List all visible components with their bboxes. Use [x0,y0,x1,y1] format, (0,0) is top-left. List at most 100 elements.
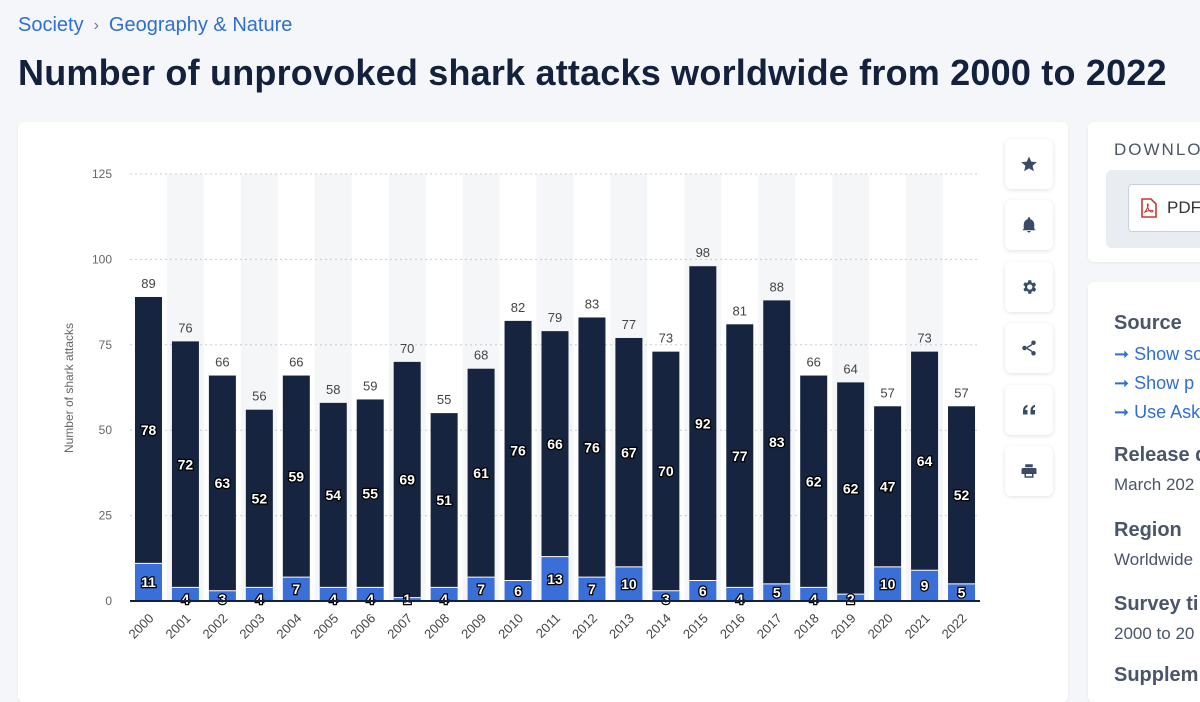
bar-label-dark: 52 [954,487,970,503]
bar-label-dark: 83 [769,434,785,450]
bar-label-blue: 4 [255,591,263,607]
y-tick-label: 25 [99,509,113,523]
bar-total-label: 57 [954,385,968,400]
share-icon [1022,340,1036,356]
x-tick-label: 2007 [384,611,415,642]
bar-label-blue: 4 [366,591,374,607]
show-source-label: Show so [1134,344,1200,364]
x-tick-label: 2006 [347,611,378,642]
breadcrumb-geography-nature[interactable]: Geography & Nature [108,14,293,36]
bar-total-label: 56 [252,389,266,404]
download-title: DOWNLO [1114,140,1200,159]
bar-total-label: 70 [400,341,414,356]
x-tick-label: 2022 [939,611,970,642]
bar-total-label: 98 [696,245,710,260]
bar-segment-dark [689,266,717,581]
bar-segment-dark [282,375,310,578]
bar-segment-blue [208,590,236,601]
bar-total-label: 81 [733,303,747,318]
settings-button[interactable] [1005,262,1053,312]
y-tick-label: 125 [92,167,112,181]
bar-segment-blue [245,587,273,601]
bar-label-blue: 4 [736,591,744,607]
bar-segment-blue [948,583,976,601]
bar-total-label: 82 [511,300,525,315]
bar-label-blue: 13 [547,571,563,587]
bar-label-blue: 9 [921,578,929,594]
bar-segment-dark [245,409,273,588]
favorite-button[interactable] [1005,139,1053,189]
release-heading: Release d [1114,444,1200,466]
bar-segment-dark [319,402,347,588]
breadcrumb: Society › Geography & Nature [18,14,292,37]
quote-icon [1023,404,1035,415]
x-tick-label: 2003 [236,611,267,642]
bar-segment-dark [208,375,236,591]
bar-label-blue: 11 [141,574,156,590]
bar-label-dark: 51 [436,492,452,508]
bar-segment-dark [134,296,162,564]
bar-segment-dark [763,300,791,584]
bar-label-dark: 55 [362,485,378,501]
survey-heading: Survey ti [1114,593,1199,615]
bar-label-blue: 4 [810,591,818,607]
bar-label-blue: 7 [588,581,596,597]
release-value: March 202 [1114,475,1195,494]
cite-button[interactable] [1005,385,1053,435]
x-tick-label: 2016 [717,611,748,642]
show-source-link[interactable]: ➞ Show so [1114,340,1200,369]
bar-segment-blue [319,587,347,601]
bar-segment-dark [800,375,828,588]
y-axis-label: Number of shark attacks [62,323,76,453]
bar-total-label: 64 [843,361,857,376]
x-tick-label: 2018 [791,611,822,642]
bar-segment-dark [430,413,458,588]
bell-icon [1022,217,1036,233]
bar-total-label: 83 [585,296,599,311]
x-tick-label: 2004 [273,611,304,642]
bar-segment-blue [467,577,495,601]
bar-total-label: 73 [659,331,673,346]
share-button[interactable] [1005,323,1053,373]
bar-segment-blue [911,570,939,601]
y-tick-label: 75 [99,338,113,352]
x-tick-label: 2009 [458,611,489,642]
bar-segment-dark [726,324,754,588]
bar-label-blue: 10 [880,576,896,592]
use-ask-link[interactable]: ➞ Use Ask [1114,402,1200,422]
bar-label-blue: 2 [847,591,855,607]
show-publisher-link[interactable]: ➞ Show p [1114,373,1195,393]
bar-segment-blue [800,587,828,601]
bar-segment-blue [504,580,532,601]
bar-segment-blue [578,577,606,601]
bar-label-dark: 47 [880,479,896,495]
region-value: Worldwide [1114,550,1194,569]
x-tick-label: 2019 [828,611,859,642]
bar-label-dark: 62 [843,480,859,496]
bar-total-label: 76 [178,320,192,335]
print-button[interactable] [1005,446,1053,496]
bar-label-blue: 3 [662,591,670,607]
x-tick-label: 2005 [310,611,341,642]
bar-total-label: 77 [622,317,636,332]
bar-segment-blue [689,580,717,601]
breadcrumb-society[interactable]: Society [18,14,84,36]
bar-label-dark: 66 [547,436,563,452]
bar-label-blue: 4 [440,591,448,607]
pdf-file-icon [1141,198,1157,218]
bar-total-label: 73 [917,331,931,346]
bar-segment-blue [541,556,569,601]
pdf-download-button[interactable]: PDF [1128,184,1200,232]
bar-label-dark: 54 [325,487,341,503]
x-tick-label: 2021 [902,611,933,642]
bar-segment-dark [467,368,495,578]
bar-segment-blue [874,566,902,601]
bar-label-dark: 92 [695,415,711,431]
notification-button[interactable] [1005,200,1053,250]
supplementary-heading: Supplem [1114,664,1199,686]
pdf-label: PDF [1167,198,1200,217]
y-tick-label: 100 [92,252,112,266]
bar-segment-dark [652,351,680,591]
bar-label-dark: 62 [806,473,822,489]
bar-label-dark: 63 [215,475,231,491]
